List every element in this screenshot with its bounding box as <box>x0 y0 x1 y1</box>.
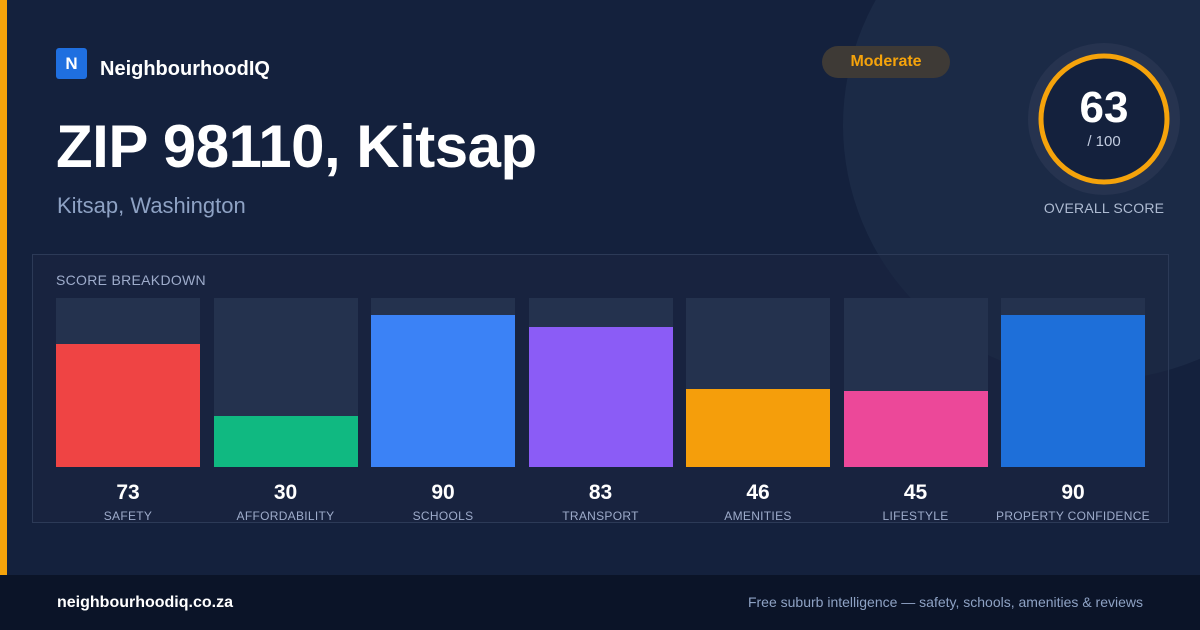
overall-score-ring: 63 / 100 <box>1028 43 1180 195</box>
bar-value-affordability: 30 <box>273 481 298 504</box>
bar-track-lifestyle <box>843 298 988 467</box>
overall-score-label: OVERALL SCORE <box>1043 200 1165 216</box>
bar-schools <box>371 315 515 467</box>
bar-transport <box>528 327 673 467</box>
overall-score-value: 63 <box>1079 83 1129 132</box>
bar-property-confidence <box>1001 315 1145 467</box>
bar-value-amenities: 46 <box>746 481 770 504</box>
accent-bar <box>0 0 7 575</box>
bar-amenities <box>686 389 830 467</box>
bar-track-schools <box>371 298 515 467</box>
score-ring-arc <box>1038 53 1170 185</box>
score-ring-inner <box>1041 56 1167 182</box>
footer-site-link[interactable]: neighbourhoodiq.co.za <box>57 594 233 611</box>
bar-value-safety: 73 <box>116 481 140 504</box>
location-subtitle: Kitsap, Washington <box>57 193 246 218</box>
overall-score-max: / 100 <box>1087 133 1121 150</box>
bar-value-transport: 83 <box>588 481 613 504</box>
footer-tagline: Free suburb intelligence — safety, schoo… <box>747 594 1143 610</box>
bar-track-affordability <box>213 298 358 467</box>
score-ring-icon <box>1028 43 1180 195</box>
bar-label-property-confidence: PROPERTY CONFIDENCE <box>996 509 1150 523</box>
page-title: ZIP 98110, Kitsap <box>56 113 537 180</box>
bar-track-transport <box>528 298 673 467</box>
bar-safety <box>56 344 200 467</box>
brand-name: NeighbourhoodIQ <box>100 58 270 80</box>
bar-label-lifestyle: LIFESTYLE <box>882 509 949 523</box>
rating-badge: Moderate <box>822 46 950 78</box>
bar-lifestyle <box>843 391 988 467</box>
bar-value-property-confidence: 90 <box>1061 481 1085 504</box>
bar-label-transport: TRANSPORT <box>562 509 639 523</box>
bar-track-property-confidence <box>1001 298 1145 467</box>
panel-title: SCORE BREAKDOWN <box>56 272 206 288</box>
bar-affordability <box>213 416 358 467</box>
bar-label-schools: SCHOOLS <box>412 509 474 523</box>
footer: neighbourhoodiq.co.za Free suburb intell… <box>0 575 1200 630</box>
bar-label-safety: SAFETY <box>103 509 153 523</box>
bar-track-amenities <box>686 298 830 467</box>
brand[interactable]: N NeighbourhoodIQ <box>56 46 270 81</box>
score-breakdown-panel: SCORE BREAKDOWN 73 SAFETY 30 AFFORDABILITY 9… <box>32 254 1169 523</box>
brand-logo-icon: N <box>56 48 87 79</box>
bar-label-affordability: AFFORDABILITY <box>236 509 335 523</box>
bar-value-schools: 90 <box>431 481 455 504</box>
bar-label-amenities: AMENITIES <box>724 509 792 523</box>
bar-value-lifestyle: 45 <box>903 481 928 504</box>
bar-track-safety <box>56 298 200 467</box>
